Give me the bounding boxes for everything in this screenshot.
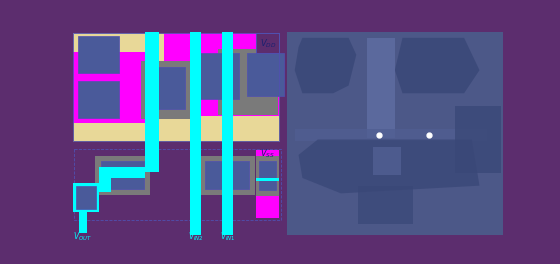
Bar xyxy=(256,156,279,196)
Bar xyxy=(73,33,147,52)
Bar xyxy=(141,61,196,119)
Bar xyxy=(206,161,249,189)
Bar xyxy=(73,33,279,141)
Bar xyxy=(73,183,99,212)
Bar xyxy=(95,156,150,195)
Bar xyxy=(164,116,279,141)
Bar xyxy=(256,178,279,181)
Bar xyxy=(222,32,233,235)
Polygon shape xyxy=(295,38,356,93)
Bar xyxy=(73,50,148,122)
Text: $V_{OUT}$: $V_{OUT}$ xyxy=(73,230,92,243)
Bar xyxy=(79,212,87,233)
Bar xyxy=(199,156,255,195)
Bar xyxy=(190,32,200,235)
Text: $V_{IN2}$: $V_{IN2}$ xyxy=(188,230,203,243)
Bar xyxy=(148,67,185,109)
Polygon shape xyxy=(395,38,479,93)
Bar xyxy=(295,129,487,141)
Bar xyxy=(222,156,233,195)
Bar xyxy=(77,36,119,73)
Bar xyxy=(259,161,276,190)
Bar xyxy=(198,53,239,100)
Bar xyxy=(145,32,159,172)
Polygon shape xyxy=(298,139,479,194)
Text: $V_{SS}$: $V_{SS}$ xyxy=(260,147,276,160)
Bar xyxy=(164,33,279,116)
Bar xyxy=(101,161,144,189)
Bar xyxy=(74,149,190,220)
Bar xyxy=(73,33,279,141)
Bar xyxy=(77,81,119,118)
Bar xyxy=(256,150,279,218)
Bar xyxy=(256,33,279,53)
Bar xyxy=(455,106,501,173)
Bar xyxy=(367,38,395,138)
Bar xyxy=(190,149,281,220)
Bar xyxy=(218,49,278,115)
Bar xyxy=(99,167,111,192)
Bar xyxy=(287,32,503,235)
Text: $V_{IN1}$: $V_{IN1}$ xyxy=(220,230,236,243)
Bar xyxy=(76,186,96,209)
Bar xyxy=(358,186,413,224)
Bar xyxy=(247,53,284,96)
Bar xyxy=(99,167,145,178)
Bar xyxy=(190,156,200,195)
Bar xyxy=(373,147,401,175)
Text: $V_{DD}$: $V_{DD}$ xyxy=(259,38,276,50)
